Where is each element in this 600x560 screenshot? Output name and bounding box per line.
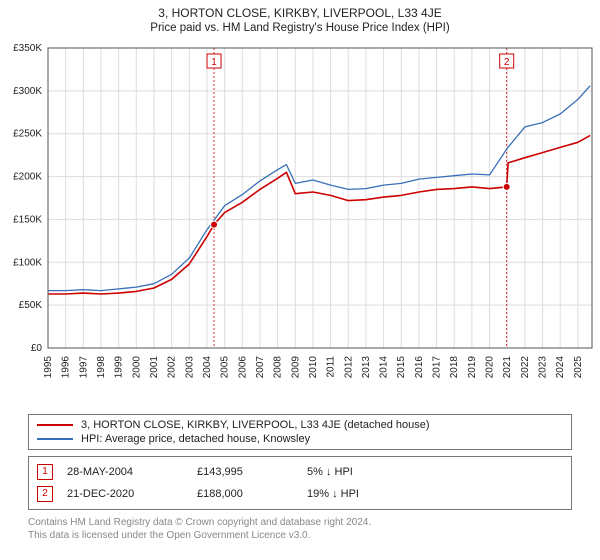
sale-date-2: 21-DEC-2020 bbox=[67, 488, 197, 500]
svg-text:£150K: £150K bbox=[13, 214, 42, 225]
titles: 3, HORTON CLOSE, KIRKBY, LIVERPOOL, L33 … bbox=[0, 0, 600, 38]
sale-row-1: 1 28-MAY-2004 £143,995 5% ↓ HPI bbox=[37, 461, 563, 483]
svg-text:2020: 2020 bbox=[485, 356, 496, 379]
svg-text:£250K: £250K bbox=[13, 129, 42, 140]
svg-text:2023: 2023 bbox=[538, 356, 549, 379]
sale-price-1: £143,995 bbox=[197, 466, 307, 478]
svg-text:2016: 2016 bbox=[414, 356, 425, 379]
svg-text:2024: 2024 bbox=[555, 356, 566, 379]
chart-container: 3, HORTON CLOSE, KIRKBY, LIVERPOOL, L33 … bbox=[0, 0, 600, 542]
svg-text:£350K: £350K bbox=[13, 43, 42, 54]
sale-marker-2: 2 bbox=[37, 486, 53, 502]
legend-item-hpi: HPI: Average price, detached house, Know… bbox=[37, 433, 563, 445]
svg-text:2: 2 bbox=[504, 57, 510, 68]
copyright: Contains HM Land Registry data © Crown c… bbox=[28, 516, 572, 542]
svg-text:£300K: £300K bbox=[13, 86, 42, 97]
legend-item-property: 3, HORTON CLOSE, KIRKBY, LIVERPOOL, L33 … bbox=[37, 419, 563, 431]
svg-text:2018: 2018 bbox=[449, 356, 460, 379]
svg-text:2001: 2001 bbox=[149, 356, 160, 379]
chart-subtitle: Price paid vs. HM Land Registry's House … bbox=[10, 22, 590, 34]
legend: 3, HORTON CLOSE, KIRKBY, LIVERPOOL, L33 … bbox=[28, 414, 572, 450]
svg-text:2012: 2012 bbox=[343, 356, 354, 379]
sale-date-1: 28-MAY-2004 bbox=[67, 466, 197, 478]
svg-text:1: 1 bbox=[211, 57, 217, 68]
svg-text:1996: 1996 bbox=[61, 356, 72, 379]
legend-label-hpi: HPI: Average price, detached house, Know… bbox=[81, 433, 310, 445]
svg-text:2003: 2003 bbox=[184, 356, 195, 379]
svg-text:1999: 1999 bbox=[114, 356, 125, 379]
svg-text:1995: 1995 bbox=[43, 356, 54, 379]
svg-text:2017: 2017 bbox=[432, 356, 443, 379]
svg-text:£200K: £200K bbox=[13, 172, 42, 183]
svg-text:2014: 2014 bbox=[379, 356, 390, 379]
svg-text:£50K: £50K bbox=[19, 300, 43, 311]
svg-text:2021: 2021 bbox=[502, 356, 513, 379]
chart-title: 3, HORTON CLOSE, KIRKBY, LIVERPOOL, L33 … bbox=[10, 6, 590, 20]
svg-text:2013: 2013 bbox=[361, 356, 372, 379]
sales-table: 1 28-MAY-2004 £143,995 5% ↓ HPI 2 21-DEC… bbox=[28, 456, 572, 510]
sale-price-2: £188,000 bbox=[197, 488, 307, 500]
sale-marker-1: 1 bbox=[37, 464, 53, 480]
svg-text:2000: 2000 bbox=[131, 356, 142, 379]
sale-delta-1: 5% ↓ HPI bbox=[307, 466, 407, 478]
legend-swatch-property bbox=[37, 424, 73, 426]
chart-svg: £0 £50K £100K £150K £200K £250K £300K £350K 1995… bbox=[0, 38, 600, 410]
sale-row-2: 2 21-DEC-2020 £188,000 19% ↓ HPI bbox=[37, 483, 563, 505]
chart-area: £0 £50K £100K £150K £200K £250K £300K £350K 1995… bbox=[0, 38, 600, 410]
copyright-line1: Contains HM Land Registry data © Crown c… bbox=[28, 516, 572, 529]
copyright-line2: This data is licensed under the Open Gov… bbox=[28, 529, 572, 542]
svg-text:2004: 2004 bbox=[202, 356, 213, 379]
svg-text:2005: 2005 bbox=[220, 356, 231, 379]
svg-text:2006: 2006 bbox=[237, 356, 248, 379]
svg-text:2019: 2019 bbox=[467, 356, 478, 379]
svg-text:2002: 2002 bbox=[167, 356, 178, 379]
sale-delta-2: 19% ↓ HPI bbox=[307, 488, 407, 500]
svg-text:2022: 2022 bbox=[520, 356, 531, 379]
svg-text:2008: 2008 bbox=[273, 356, 284, 379]
svg-text:2010: 2010 bbox=[308, 356, 319, 379]
legend-label-property: 3, HORTON CLOSE, KIRKBY, LIVERPOOL, L33 … bbox=[81, 419, 430, 431]
legend-swatch-hpi bbox=[37, 438, 73, 439]
svg-text:2011: 2011 bbox=[326, 356, 337, 378]
svg-text:2007: 2007 bbox=[255, 356, 266, 379]
svg-text:2025: 2025 bbox=[573, 356, 584, 379]
svg-text:£0: £0 bbox=[31, 343, 43, 354]
svg-text:2009: 2009 bbox=[290, 356, 301, 379]
svg-text:£100K: £100K bbox=[13, 257, 42, 268]
svg-text:1998: 1998 bbox=[96, 356, 107, 379]
svg-text:1997: 1997 bbox=[78, 356, 89, 379]
svg-text:2015: 2015 bbox=[396, 356, 407, 379]
